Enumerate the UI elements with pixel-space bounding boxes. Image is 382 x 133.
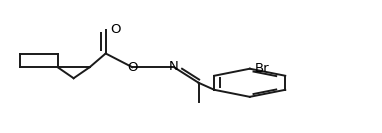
Text: Br: Br xyxy=(254,62,269,75)
Text: O: O xyxy=(110,23,121,36)
Text: N: N xyxy=(169,60,179,73)
Text: O: O xyxy=(127,61,138,74)
